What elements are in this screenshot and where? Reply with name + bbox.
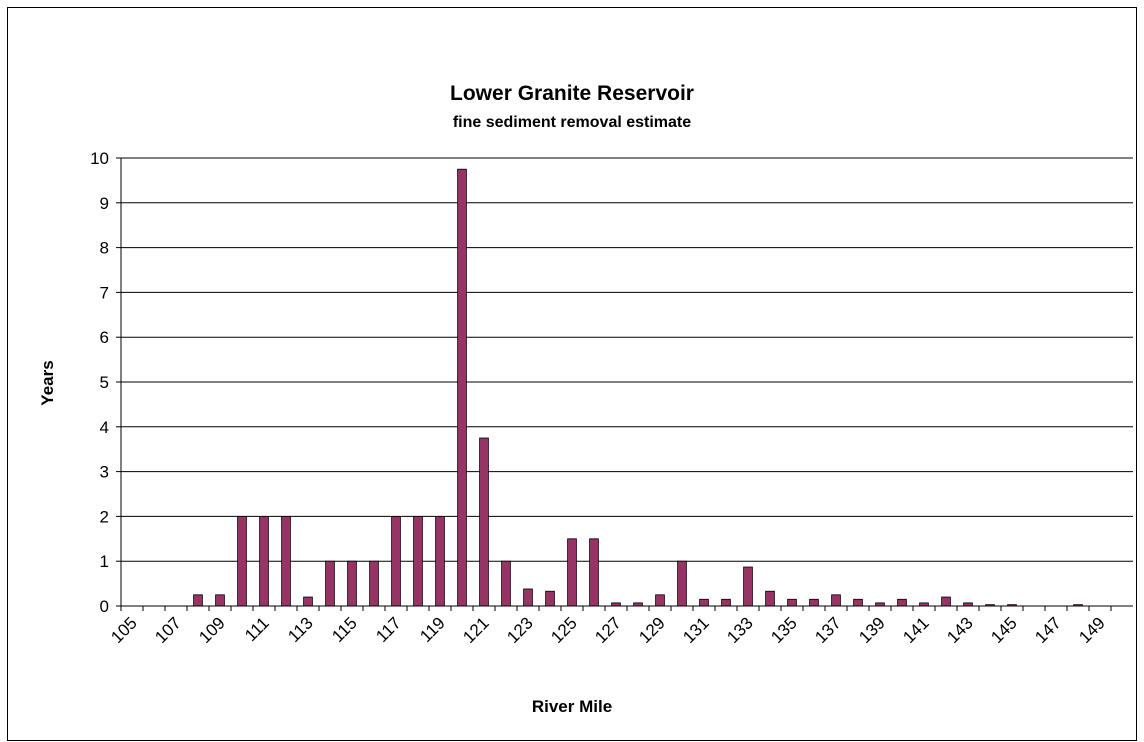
bar xyxy=(897,598,907,607)
y-tick-label: 5 xyxy=(100,373,109,392)
bar xyxy=(325,560,335,607)
bar xyxy=(391,516,401,607)
y-tick-label: 10 xyxy=(90,149,109,168)
bar xyxy=(831,594,841,607)
y-tick-label: 2 xyxy=(100,507,109,526)
bar xyxy=(523,588,533,607)
bar xyxy=(743,566,753,607)
bar xyxy=(677,560,687,607)
y-tick-label: 3 xyxy=(100,463,109,482)
bar xyxy=(765,590,775,607)
bar xyxy=(281,516,291,607)
chart-subtitle: fine sediment removal estimate xyxy=(453,114,691,131)
y-tick-label: 9 xyxy=(100,194,109,213)
bar xyxy=(369,560,379,607)
y-tick-label: 4 xyxy=(100,418,109,437)
bar xyxy=(435,516,445,607)
y-tick-label: 6 xyxy=(100,328,109,347)
bar xyxy=(193,594,203,607)
bar xyxy=(787,598,797,607)
bar xyxy=(479,437,489,607)
chart-border xyxy=(7,7,1137,741)
bar xyxy=(457,168,467,607)
bar xyxy=(567,538,577,607)
bar xyxy=(215,594,225,607)
bar xyxy=(259,516,269,607)
bar xyxy=(545,590,555,607)
chart-title: Lower Granite Reservoir xyxy=(450,82,694,105)
y-tick-label: 1 xyxy=(100,552,109,571)
bar xyxy=(853,598,863,607)
x-axis-label: River Mile xyxy=(532,697,612,716)
y-tick-label: 0 xyxy=(100,597,109,616)
y-tick-label: 8 xyxy=(100,239,109,258)
bar xyxy=(721,598,731,607)
bar xyxy=(655,594,665,607)
bar xyxy=(237,516,247,607)
bar xyxy=(809,598,819,607)
bar xyxy=(589,538,599,607)
y-tick-label: 7 xyxy=(100,283,109,302)
bar xyxy=(413,516,423,607)
bar xyxy=(347,560,357,607)
bar xyxy=(501,560,511,607)
bar xyxy=(941,596,951,607)
y-axis-label: Years xyxy=(38,360,57,405)
bar xyxy=(303,596,313,607)
bar xyxy=(699,598,709,607)
